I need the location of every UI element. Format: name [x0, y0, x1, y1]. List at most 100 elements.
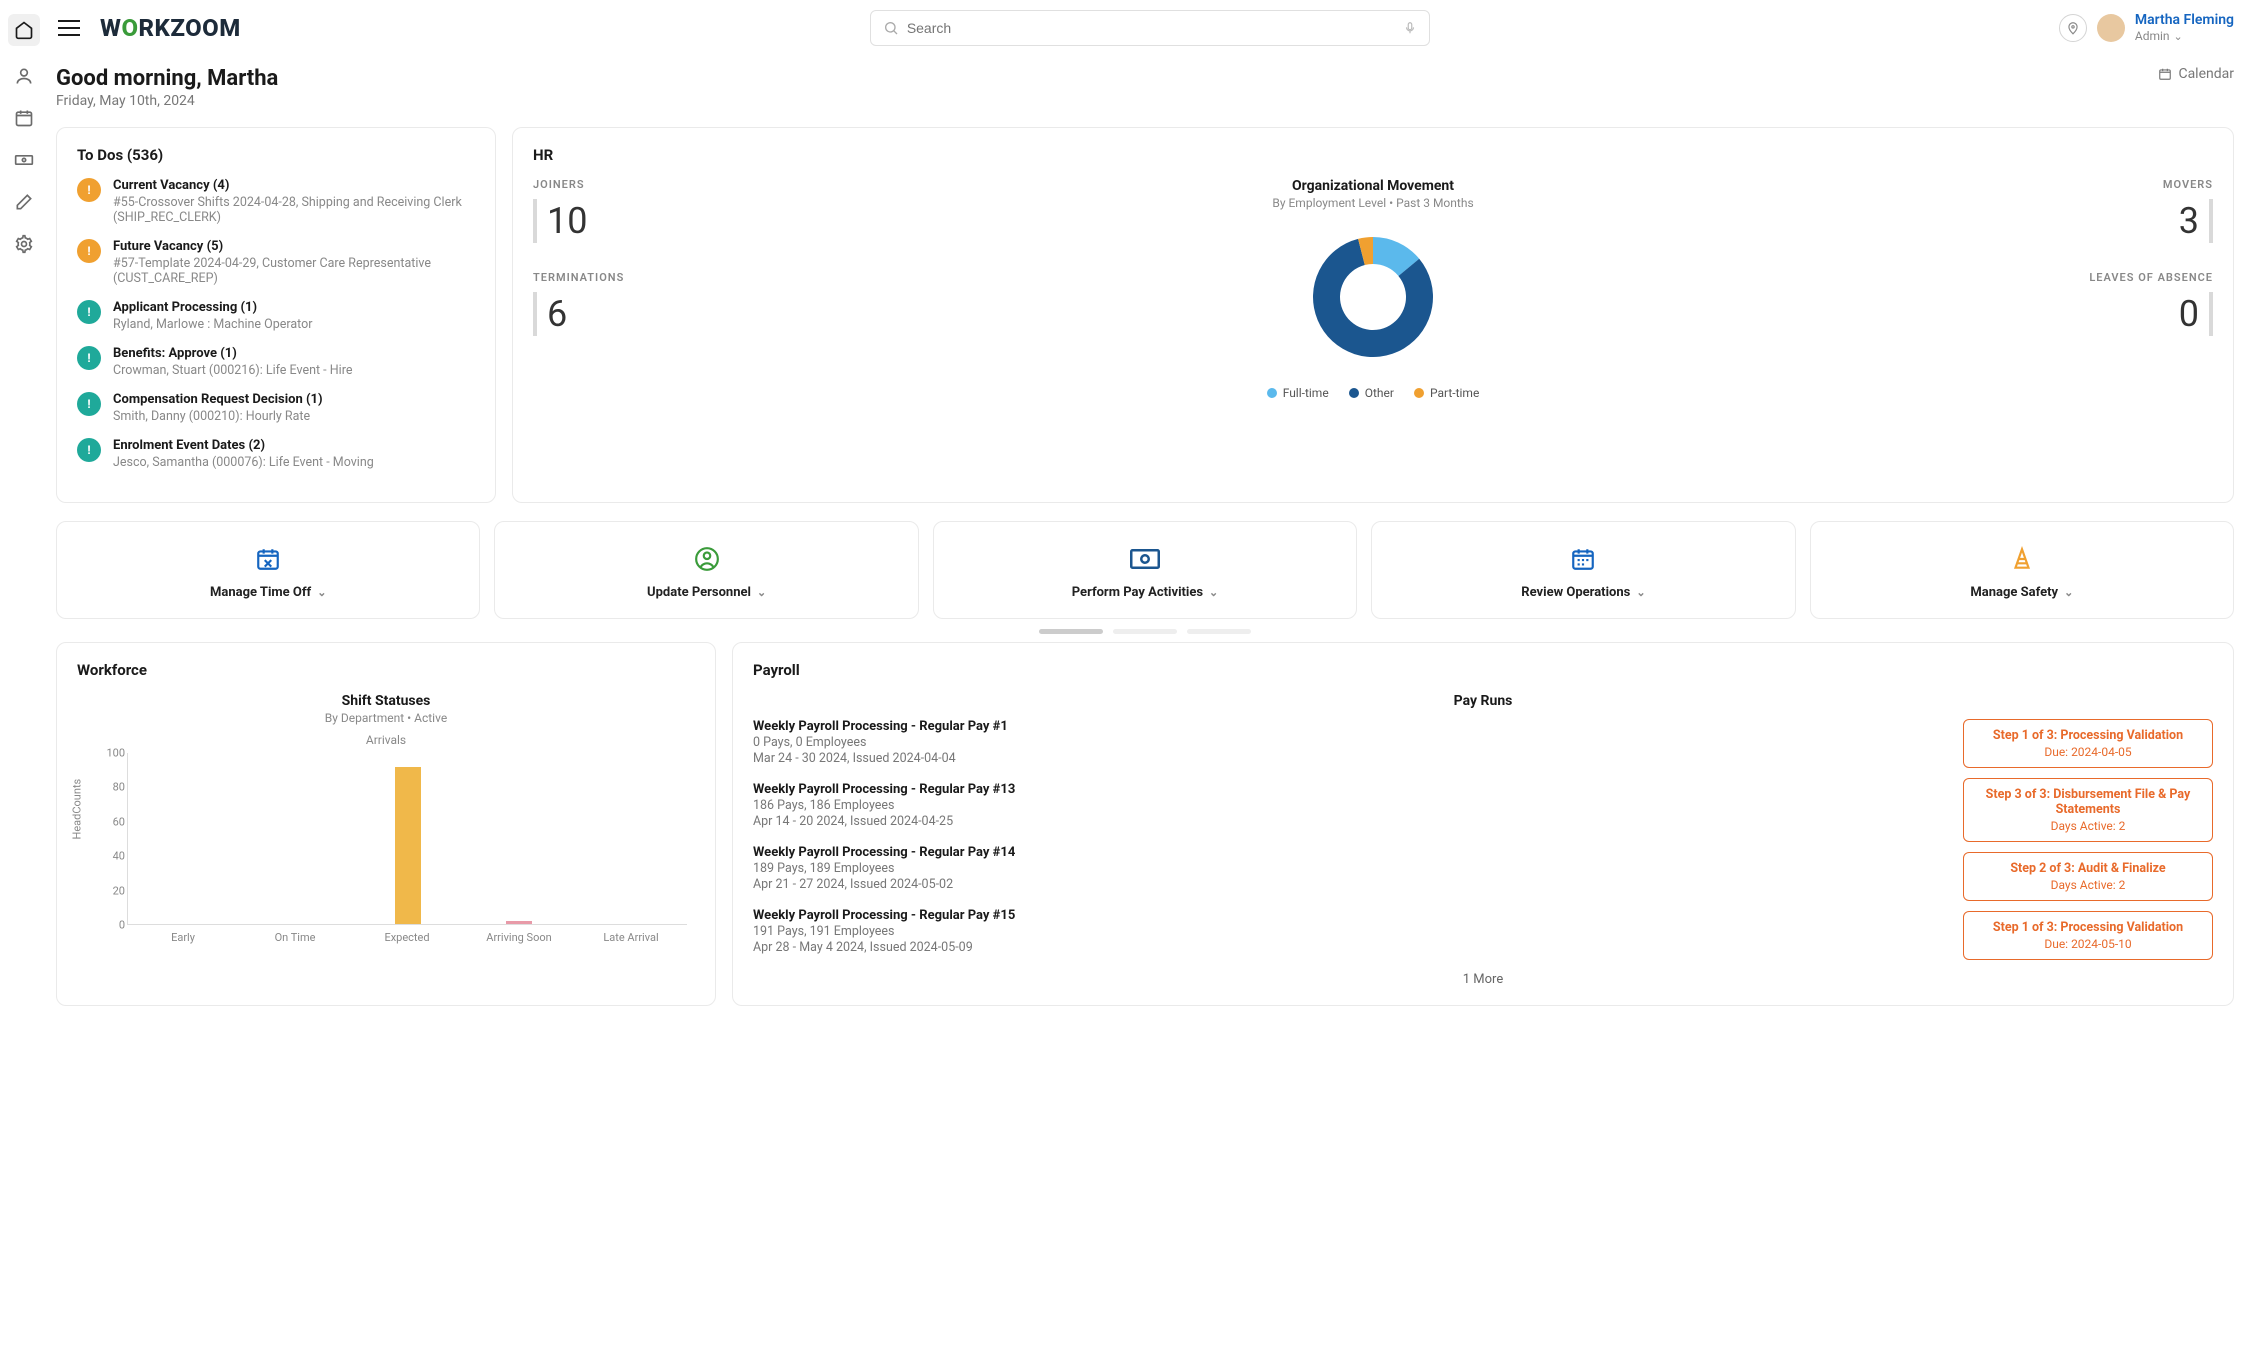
nav-calendar-icon[interactable]: [12, 106, 36, 130]
action-label: Perform Pay Activities ⌄: [1072, 585, 1219, 600]
todo-badge-icon: !: [77, 438, 101, 462]
payroll-step[interactable]: Step 1 of 3: Processing Validation Due: …: [1963, 911, 2213, 960]
brand-logo: WORKZOOM: [100, 14, 241, 42]
carousel-pager[interactable]: [56, 629, 2234, 634]
nav-pay-icon[interactable]: [12, 148, 36, 172]
payroll-step[interactable]: Step 1 of 3: Processing Validation Due: …: [1963, 719, 2213, 768]
action-card[interactable]: Update Personnel ⌄: [494, 521, 918, 619]
payrun-title: Weekly Payroll Processing - Regular Pay …: [753, 845, 1949, 860]
todo-item[interactable]: ! Current Vacancy (4) #55-Crossover Shif…: [77, 178, 475, 225]
payrun-title: Weekly Payroll Processing - Regular Pay …: [753, 782, 1949, 797]
todo-badge-icon: !: [77, 392, 101, 416]
step-sub: Due: 2024-04-05: [1974, 745, 2202, 759]
todos-card: To Dos (536) ! Current Vacancy (4) #55-C…: [56, 127, 496, 503]
hr-chart-title: Organizational Movement: [713, 178, 2033, 194]
todo-sub: #55-Crossover Shifts 2024-04-28, Shippin…: [113, 195, 475, 225]
hr-stat: TERMINATIONS 6: [533, 271, 693, 336]
calendar-x-icon: [67, 544, 469, 574]
payrun-item[interactable]: Weekly Payroll Processing - Regular Pay …: [753, 908, 1949, 955]
step-title: Step 2 of 3: Audit & Finalize: [1974, 861, 2202, 876]
payrun-item[interactable]: Weekly Payroll Processing - Regular Pay …: [753, 845, 1949, 892]
payrun-sub: Apr 21 - 27 2024, Issued 2024-05-02: [753, 877, 1949, 892]
cone-icon: [1821, 544, 2223, 574]
payroll-header: Payroll: [753, 661, 2213, 679]
todo-badge-icon: !: [77, 346, 101, 370]
todo-title: Enrolment Event Dates (2): [113, 438, 374, 453]
hr-stat: JOINERS 10: [533, 178, 693, 243]
todo-sub: Crowman, Stuart (000216): Life Event - H…: [113, 363, 352, 378]
action-card[interactable]: Manage Time Off ⌄: [56, 521, 480, 619]
greeting-title: Good morning, Martha: [56, 66, 278, 91]
payroll-step[interactable]: Step 3 of 3: Disbursement File & Pay Sta…: [1963, 778, 2213, 842]
hr-stat-label: LEAVES OF ABSENCE: [2089, 271, 2213, 284]
hr-stat-value: 10: [547, 200, 587, 242]
todo-item[interactable]: ! Compensation Request Decision (1) Smit…: [77, 392, 475, 424]
todo-item[interactable]: ! Applicant Processing (1) Ryland, Marlo…: [77, 300, 475, 332]
sidebar: [0, 0, 48, 1370]
hr-chart-sub: By Employment Level • Past 3 Months: [713, 196, 2033, 210]
payrun-sub: Apr 28 - May 4 2024, Issued 2024-05-09: [753, 940, 1949, 955]
search-input[interactable]: [870, 10, 1430, 46]
payrun-item[interactable]: Weekly Payroll Processing - Regular Pay …: [753, 782, 1949, 829]
payrun-title: Weekly Payroll Processing - Regular Pay …: [753, 719, 1949, 734]
todo-sub: #57-Template 2024-04-29, Customer Care R…: [113, 256, 475, 286]
hr-stat: MOVERS 3: [2163, 178, 2213, 243]
hr-stat-label: MOVERS: [2163, 178, 2213, 191]
payroll-step[interactable]: Step 2 of 3: Audit & Finalize Days Activ…: [1963, 852, 2213, 901]
todo-title: Benefits: Approve (1): [113, 346, 352, 361]
action-label: Manage Time Off ⌄: [210, 585, 326, 600]
todo-item[interactable]: ! Future Vacancy (5) #57-Template 2024-0…: [77, 239, 475, 286]
payrun-sub: Apr 14 - 20 2024, Issued 2024-04-25: [753, 814, 1949, 829]
greeting: Good morning, Martha Friday, May 10th, 2…: [56, 66, 278, 109]
todo-sub: Jesco, Samantha (000076): Life Event - M…: [113, 455, 374, 470]
nav-people-icon[interactable]: [12, 64, 36, 88]
search-icon: [883, 20, 899, 36]
todo-sub: Ryland, Marlowe : Machine Operator: [113, 317, 313, 332]
todo-item[interactable]: ! Benefits: Approve (1) Crowman, Stuart …: [77, 346, 475, 378]
todo-item[interactable]: ! Enrolment Event Dates (2) Jesco, Saman…: [77, 438, 475, 470]
hr-stat: LEAVES OF ABSENCE 0: [2089, 271, 2213, 336]
hr-header: HR: [533, 146, 2213, 164]
user-area: Martha Fleming Admin ⌄: [2059, 12, 2234, 43]
todo-badge-icon: !: [77, 178, 101, 202]
user-menu[interactable]: Martha Fleming Admin ⌄: [2135, 12, 2234, 43]
hr-stat-value: 0: [2179, 293, 2199, 335]
location-icon[interactable]: [2059, 14, 2087, 42]
payrun-sub: 191 Pays, 191 Employees: [753, 924, 1949, 939]
action-card[interactable]: Perform Pay Activities ⌄: [933, 521, 1357, 619]
workforce-card: Workforce Shift Statuses By Department •…: [56, 642, 716, 1006]
payroll-more-link[interactable]: 1 More: [753, 972, 2213, 987]
hr-stat-label: JOINERS: [533, 178, 693, 191]
step-title: Step 1 of 3: Processing Validation: [1974, 920, 2202, 935]
step-title: Step 3 of 3: Disbursement File & Pay Sta…: [1974, 787, 2202, 817]
payrun-sub: Mar 24 - 30 2024, Issued 2024-04-04: [753, 751, 1949, 766]
action-card[interactable]: Review Operations ⌄: [1371, 521, 1795, 619]
chart-bar: [395, 767, 421, 924]
todo-title: Current Vacancy (4): [113, 178, 475, 193]
payrun-item[interactable]: Weekly Payroll Processing - Regular Pay …: [753, 719, 1949, 766]
step-sub: Days Active: 2: [1974, 819, 2202, 833]
payroll-section-title: Pay Runs: [753, 693, 2213, 709]
todo-title: Applicant Processing (1): [113, 300, 313, 315]
nav-settings-icon[interactable]: [12, 232, 36, 256]
step-sub: Due: 2024-05-10: [1974, 937, 2202, 951]
person-icon: [505, 544, 907, 574]
workforce-chart-title: Shift Statuses: [77, 693, 695, 709]
action-card[interactable]: Manage Safety ⌄: [1810, 521, 2234, 619]
bar-chart: HeadCounts 020406080100 EarlyOn TimeExpe…: [77, 753, 695, 953]
chart-bar: [506, 921, 532, 924]
todo-badge-icon: !: [77, 239, 101, 263]
mic-icon[interactable]: [1403, 19, 1417, 37]
user-avatar[interactable]: [2097, 14, 2125, 42]
nav-home-icon[interactable]: [8, 14, 40, 46]
nav-edit-icon[interactable]: [12, 190, 36, 214]
x-axis-label: On Time: [239, 931, 351, 953]
todos-header: To Dos (536): [77, 146, 475, 164]
payroll-card: Payroll Pay Runs Weekly Payroll Processi…: [732, 642, 2234, 1006]
cash-icon: [944, 544, 1346, 574]
x-axis-label: Arriving Soon: [463, 931, 575, 953]
action-label: Review Operations ⌄: [1521, 585, 1645, 600]
calendar-link[interactable]: Calendar: [2158, 66, 2234, 82]
topbar: WORKZOOM Martha Fleming Admin ⌄: [56, 0, 2234, 56]
menu-toggle-icon[interactable]: [56, 20, 84, 36]
